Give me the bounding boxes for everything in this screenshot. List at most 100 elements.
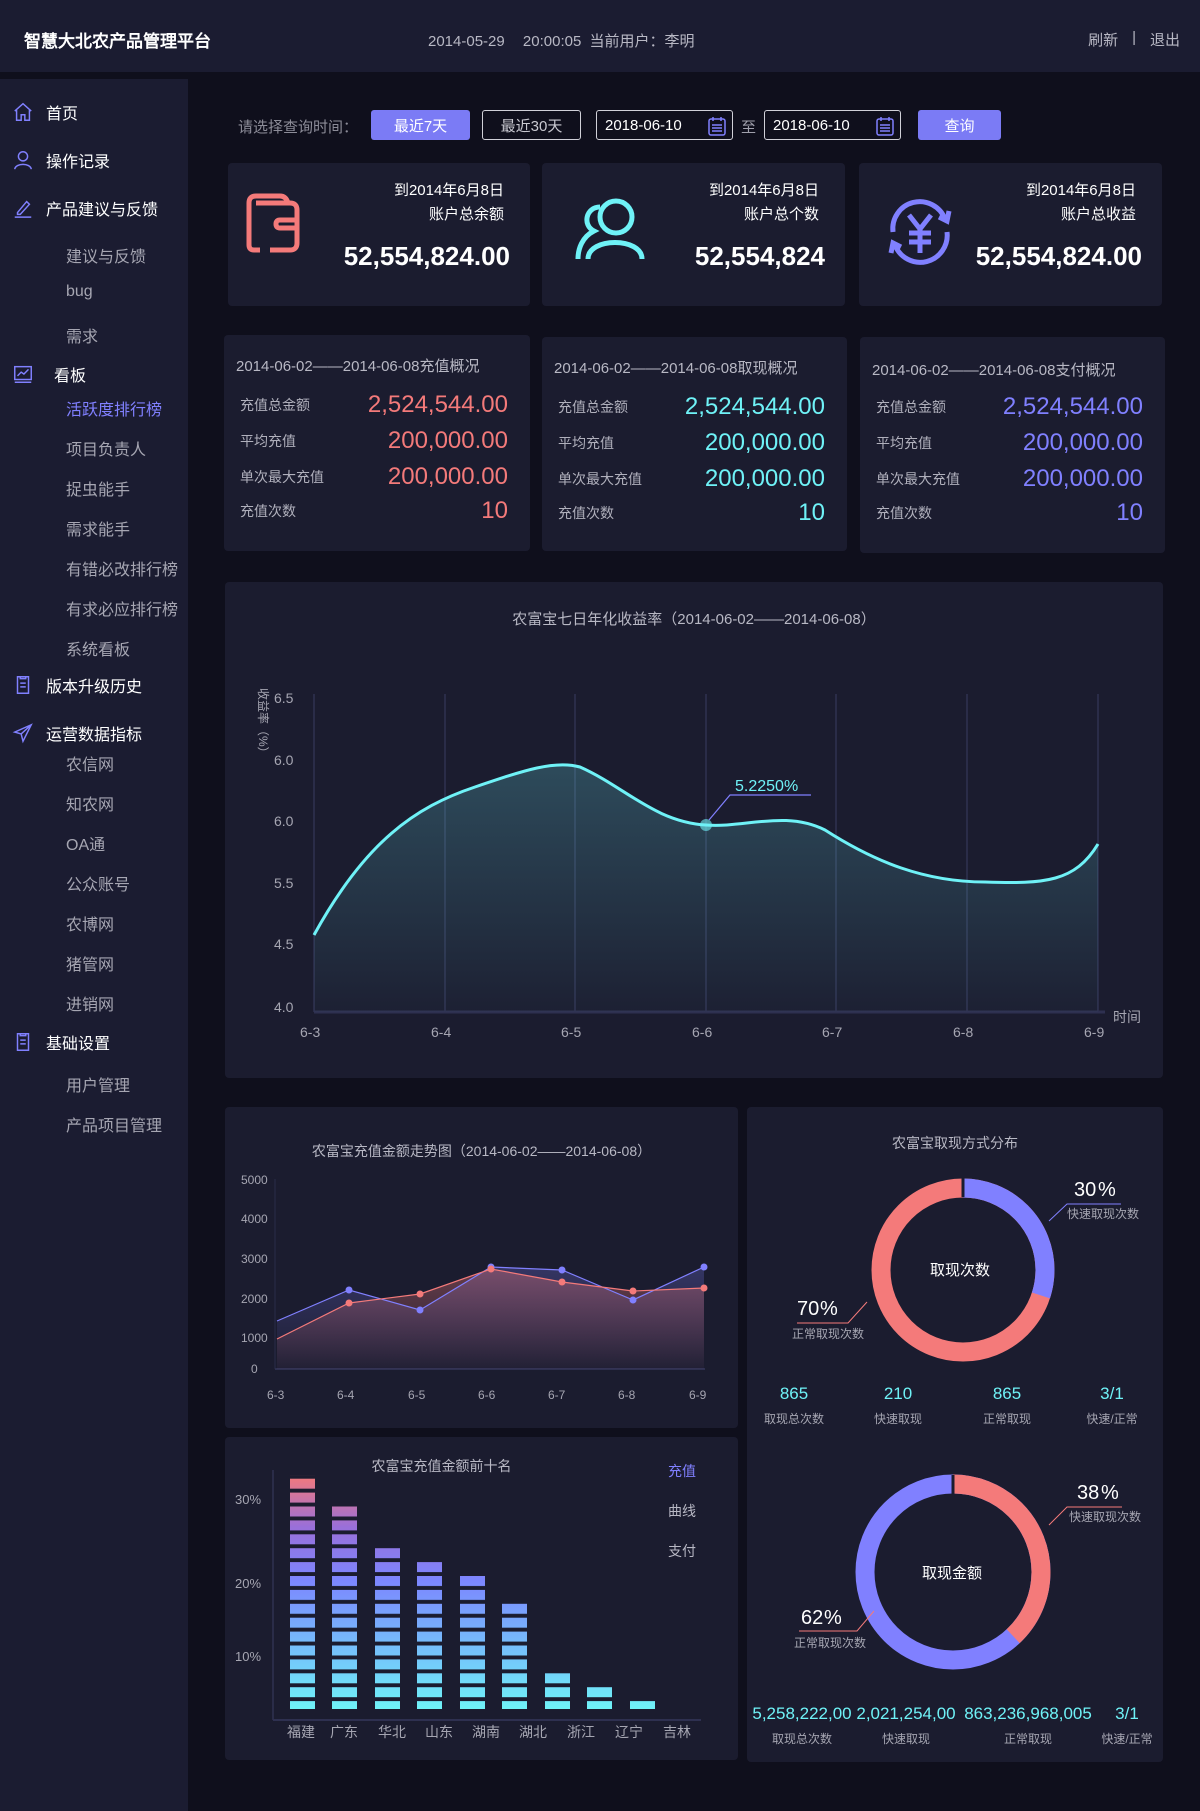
stat-value: 2,524,544.00 xyxy=(684,393,825,420)
sidebar-subitem[interactable]: 项目负责人 xyxy=(66,442,147,459)
svg-text:吉林: 吉林 xyxy=(663,1724,691,1740)
filter-label: 请选择查询时间： xyxy=(238,119,359,136)
logout-link[interactable]: 退出 xyxy=(1149,32,1180,49)
svg-text:4.0: 4.0 xyxy=(274,999,294,1015)
sidebar-subitem[interactable]: 有求必应排行榜 xyxy=(66,602,179,619)
top10-bar-chart[interactable]: 30% 20% 10% 福建 广东 华北 山东 湖南 湖北 浙江 辽宁 吉林 xyxy=(225,1437,738,1760)
end-date-value: 2018-06-10 xyxy=(773,117,850,134)
stat-number: 210 xyxy=(883,1384,913,1403)
sidebar-item-operation-log[interactable]: 操作记录 xyxy=(12,148,110,172)
sidebar-subitem-active[interactable]: 活跃度排行榜 xyxy=(66,402,163,419)
sidebar-item-version-history[interactable]: 版本升级历史 xyxy=(12,673,142,697)
pencil-icon xyxy=(14,200,32,218)
svg-text:辽宁: 辽宁 xyxy=(615,1724,643,1740)
clipboard-icon xyxy=(16,1033,30,1051)
sidebar-subitem[interactable]: 捉虫能手 xyxy=(66,482,131,499)
stat-label: 充值总金额 xyxy=(876,399,946,415)
stat-label: 平均充值 xyxy=(876,435,932,451)
donut-charts[interactable] xyxy=(747,1107,1163,1762)
sidebar-subitem[interactable]: 产品项目管理 xyxy=(66,1118,163,1135)
stat-caption: 快速/正常 xyxy=(1101,1732,1153,1746)
stat-label: 单次最大充值 xyxy=(558,471,642,487)
svg-text:福建: 福建 xyxy=(287,1724,315,1740)
current-time: 20:00:05 xyxy=(522,33,582,50)
stat-number: 3/1 xyxy=(1115,1704,1139,1723)
svg-text:6-3: 6-3 xyxy=(267,1388,285,1402)
stat-number: 863,236,968,005 xyxy=(964,1704,1092,1723)
yield-chart-card: 农富宝七日年化收益率（2014-06-02——2014-06-08） 6.5 6.… xyxy=(225,582,1163,1078)
stat-label: 单次最大充值 xyxy=(240,469,324,485)
svg-text:6-9: 6-9 xyxy=(689,1388,707,1402)
stat-caption: 快速/正常 xyxy=(1086,1412,1138,1426)
sidebar-subitem[interactable]: 猪管网 xyxy=(66,957,115,974)
donut-center-label: 取现金额 xyxy=(922,1565,983,1582)
divider: | xyxy=(1132,29,1136,46)
stat-number: 865 xyxy=(992,1384,1022,1403)
kpi-value: 52,554,824.00 xyxy=(975,241,1142,271)
sidebar-subitem[interactable]: OA通 xyxy=(66,837,106,854)
yield-area-chart[interactable]: 6.5 6.0 6.0 5.5 4.5 4.0 6-3 6-4 6-5 6-6 6-7 6-8 6-9… xyxy=(225,582,1163,1078)
sidebar-subitem[interactable]: 知农网 xyxy=(66,797,115,814)
sidebar-item-feedback[interactable]: 产品建议与反馈 xyxy=(12,196,158,220)
stat-value: 10 xyxy=(1116,499,1143,526)
svg-text:4.5: 4.5 xyxy=(274,936,294,952)
sidebar-subitem[interactable]: 建议与反馈 xyxy=(66,249,147,266)
svg-text:5000: 5000 xyxy=(241,1173,268,1187)
chart-icon xyxy=(14,365,32,383)
last-7-days-button[interactable]: 最近7天 xyxy=(371,110,470,140)
donut-slice-pct: 38 xyxy=(1077,1482,1100,1504)
svg-text:湖北: 湖北 xyxy=(519,1724,547,1740)
refresh-link[interactable]: 刷新 xyxy=(1088,32,1119,49)
sidebar-subitem[interactable]: 需求能手 xyxy=(66,522,131,539)
sidebar-item-home[interactable]: 首页 xyxy=(12,100,78,124)
top-header: 智慧大北农产品管理平台 2014-05-29 20:00:05 当前用户：李明 … xyxy=(0,0,1200,72)
stat-caption: 快速取现 xyxy=(881,1732,930,1746)
sidebar-subitem[interactable]: 用户管理 xyxy=(66,1078,131,1095)
stat-caption: 正常取现 xyxy=(1003,1732,1052,1746)
legend-payment[interactable]: 支付 xyxy=(668,1543,696,1559)
svg-text:6-4: 6-4 xyxy=(431,1024,451,1040)
svg-text:6.0: 6.0 xyxy=(274,813,294,829)
last-30-days-button[interactable]: 最近30天 xyxy=(482,110,581,140)
legend-recharge[interactable]: 充值 xyxy=(668,1463,696,1479)
end-date-input[interactable]: 2018-06-10 xyxy=(764,110,901,140)
stat-number: 865 xyxy=(779,1384,809,1403)
header-info: 2014-05-29 20:00:05 当前用户：李明 xyxy=(428,30,708,51)
svg-text:6-4: 6-4 xyxy=(337,1388,355,1402)
sidebar-item-dashboard[interactable]: 看板 xyxy=(12,362,86,386)
kpi-card-balance: 到2014年6月8日 账户总余额 52,554,824.00 xyxy=(228,163,530,306)
sidebar-subitem[interactable]: bug xyxy=(66,283,93,300)
kpi-label: 账户总余额 xyxy=(428,206,504,223)
sidebar-item-operations[interactable]: 运营数据指标 xyxy=(12,721,142,745)
stat-value: 200,000.00 xyxy=(704,465,825,492)
sidebar-subitem[interactable]: 需求 xyxy=(66,329,99,346)
svg-text:收益率（%）: 收益率（%） xyxy=(256,688,271,759)
sidebar-subitem[interactable]: 农信网 xyxy=(66,757,115,774)
stat-caption: 快速取现 xyxy=(873,1412,922,1426)
legend-curve[interactable]: 曲线 xyxy=(668,1503,696,1519)
stat-caption: 取现总次数 xyxy=(763,1412,824,1426)
withdraw-distribution-card: 农富宝取现方式分布 取现次数 30 % 快速取现次数 70 % 正常取现次数 8… xyxy=(747,1107,1163,1762)
svg-text:5.5: 5.5 xyxy=(274,875,294,891)
calendar-icon[interactable] xyxy=(876,116,894,136)
sidebar-subitem[interactable]: 有错必改排行榜 xyxy=(66,562,179,579)
start-date-input[interactable]: 2018-06-10 xyxy=(596,110,733,140)
query-button[interactable]: 查询 xyxy=(918,110,1001,140)
svg-text:2000: 2000 xyxy=(241,1292,268,1306)
svg-text:6-6: 6-6 xyxy=(478,1388,496,1402)
svg-text:湖南: 湖南 xyxy=(472,1724,500,1740)
stat-value: 10 xyxy=(481,497,508,524)
stat-value: 200,000.00 xyxy=(387,427,508,454)
stat-label: 充值总金额 xyxy=(240,397,310,413)
sidebar-subitem[interactable]: 农博网 xyxy=(66,917,115,934)
svg-text:3000: 3000 xyxy=(241,1252,268,1266)
sidebar-item-settings[interactable]: 基础设置 xyxy=(12,1030,110,1054)
sidebar-subitem[interactable]: 公众账号 xyxy=(66,877,131,894)
chart-title: 农富宝充值金额走势图（2014-06-02——2014-06-08） xyxy=(311,1143,652,1159)
sidebar-subitem[interactable]: 进销网 xyxy=(66,997,115,1014)
recharge-line-chart[interactable]: 5000 4000 3000 2000 1000 0 6-3 6-4 6-5 6-6 6-7 6-8… xyxy=(225,1107,738,1428)
sidebar-subitem[interactable]: 系统看板 xyxy=(66,642,131,659)
calendar-icon[interactable] xyxy=(708,116,726,136)
donut-slice-pct: 70 xyxy=(797,1298,820,1320)
svg-text:华北: 华北 xyxy=(378,1724,406,1740)
